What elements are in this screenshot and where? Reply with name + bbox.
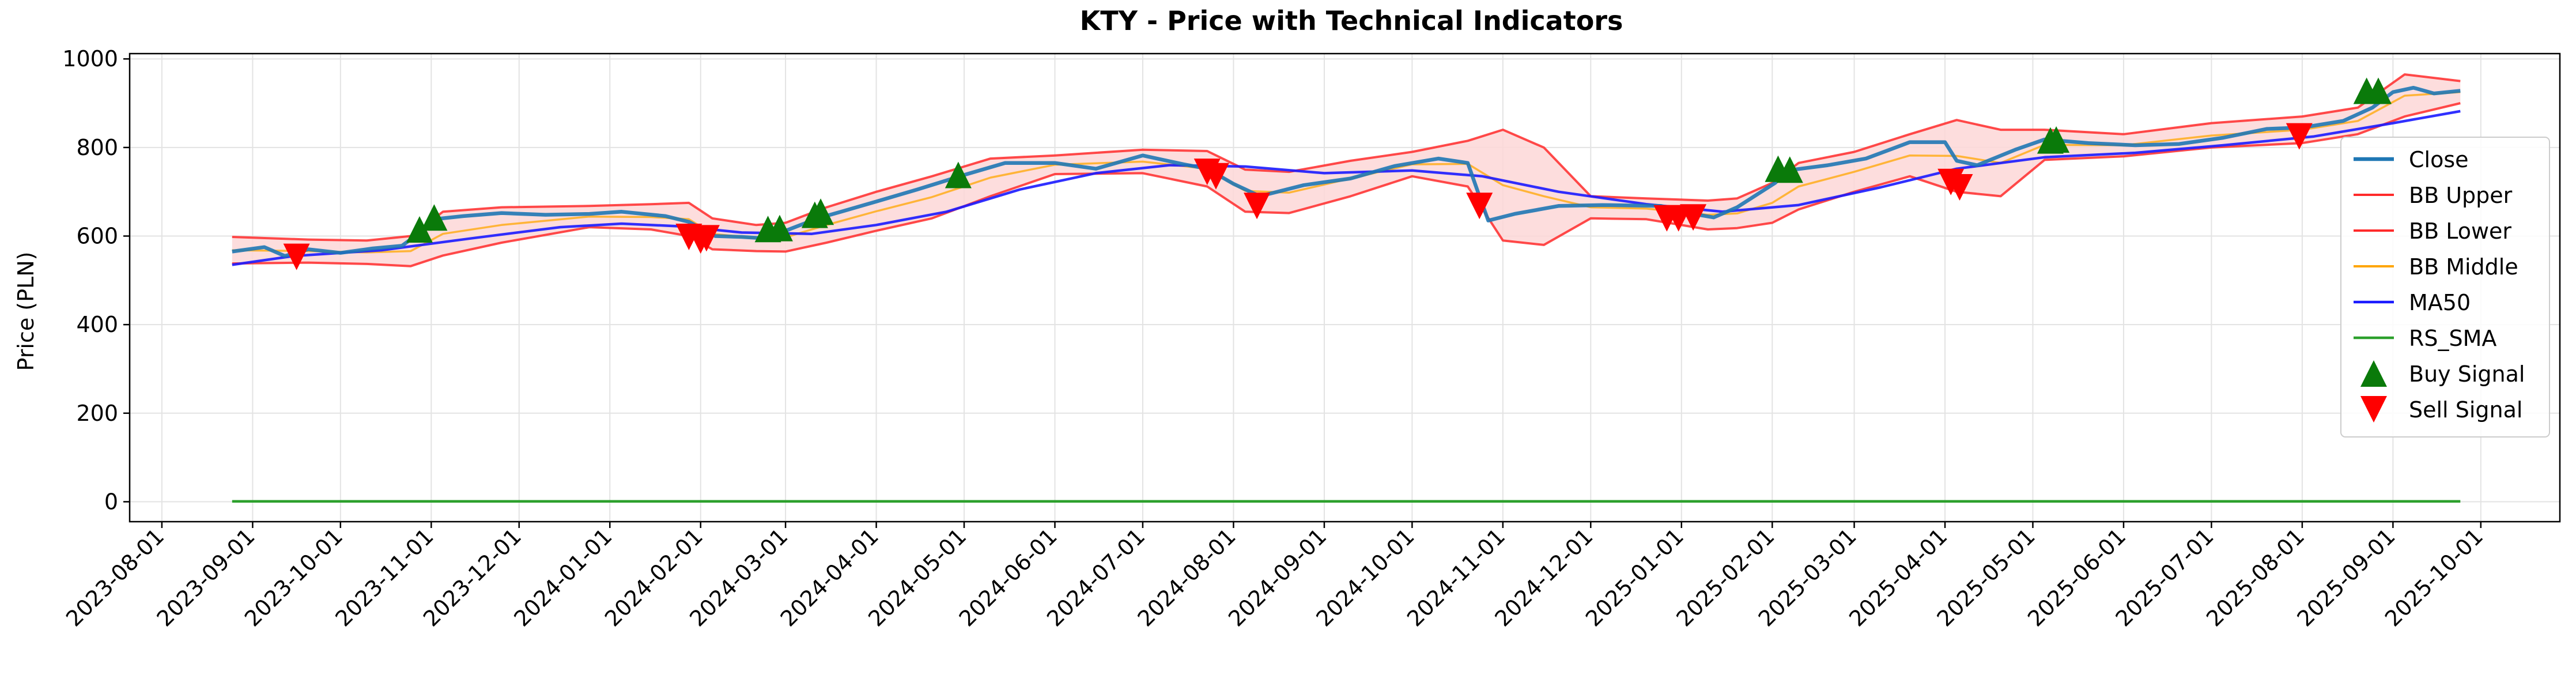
buy-signal-marker-3: [766, 214, 793, 242]
chart-title: KTY - Price with Technical Indicators: [1080, 5, 1623, 36]
series-line-bb-upper: [232, 73, 2461, 242]
legend-swatch-7: [2360, 396, 2387, 423]
y-axis-label: Price (PLN): [13, 252, 39, 371]
legend: Close BB Upper BB Lower BB Middle MA50 RS_SMA…: [2340, 137, 2550, 438]
legend-label-3: BB Middle: [2409, 254, 2518, 280]
legend-label-1: BB Upper: [2409, 183, 2513, 208]
buy-signal-marker-10: [2043, 126, 2070, 153]
bollinger-band-area: [232, 74, 2461, 266]
series-line-ma50: [232, 110, 2461, 266]
series-line-close: [232, 85, 2461, 258]
sell-signal-marker-7: [1466, 193, 1493, 220]
sell-signal-marker-3: [693, 225, 720, 252]
y-tick-label-1: 200: [76, 401, 118, 426]
y-tick-label-0: 0: [104, 489, 118, 514]
legend-swatch-6: [2360, 360, 2387, 387]
sell-signal-marker-13: [2286, 123, 2313, 150]
legend-label-0: Close: [2409, 147, 2469, 172]
legend-label-5: RS_SMA: [2409, 326, 2496, 351]
signal-markers: [283, 77, 2392, 270]
buy-signal-marker-6: [945, 161, 972, 188]
series-line-bb-lower: [232, 102, 2461, 267]
y-tick-label-4: 800: [76, 135, 118, 160]
legend-label-7: Sell Signal: [2409, 397, 2522, 423]
sell-signal-marker-10: [1680, 204, 1707, 231]
legend-box: [2340, 137, 2550, 438]
y-tick-label-5: 1000: [62, 46, 118, 71]
legend-label-6: Buy Signal: [2409, 361, 2525, 387]
grid-layer: [130, 54, 2560, 522]
series-layer: [232, 73, 2461, 503]
sell-signal-marker-5: [1202, 163, 1229, 190]
y-tick-label-2: 400: [76, 312, 118, 337]
legend-label-2: BB Lower: [2409, 218, 2511, 244]
legend-label-4: MA50: [2409, 290, 2471, 315]
buy-signal-marker-0: [406, 216, 433, 243]
sell-signal-marker-6: [1244, 193, 1271, 220]
sell-signal-marker-12: [1946, 174, 1973, 201]
buy-signal-marker-12: [2365, 77, 2392, 104]
plot-frame: [129, 52, 2561, 523]
buy-signal-marker-1: [421, 204, 448, 231]
buy-signal-marker-8: [1776, 156, 1803, 183]
bollinger-band-fill: [232, 74, 2461, 266]
buy-signal-marker-5: [807, 198, 834, 225]
sell-signal-marker-0: [283, 243, 310, 270]
y-tick-label-3: 600: [76, 224, 118, 249]
